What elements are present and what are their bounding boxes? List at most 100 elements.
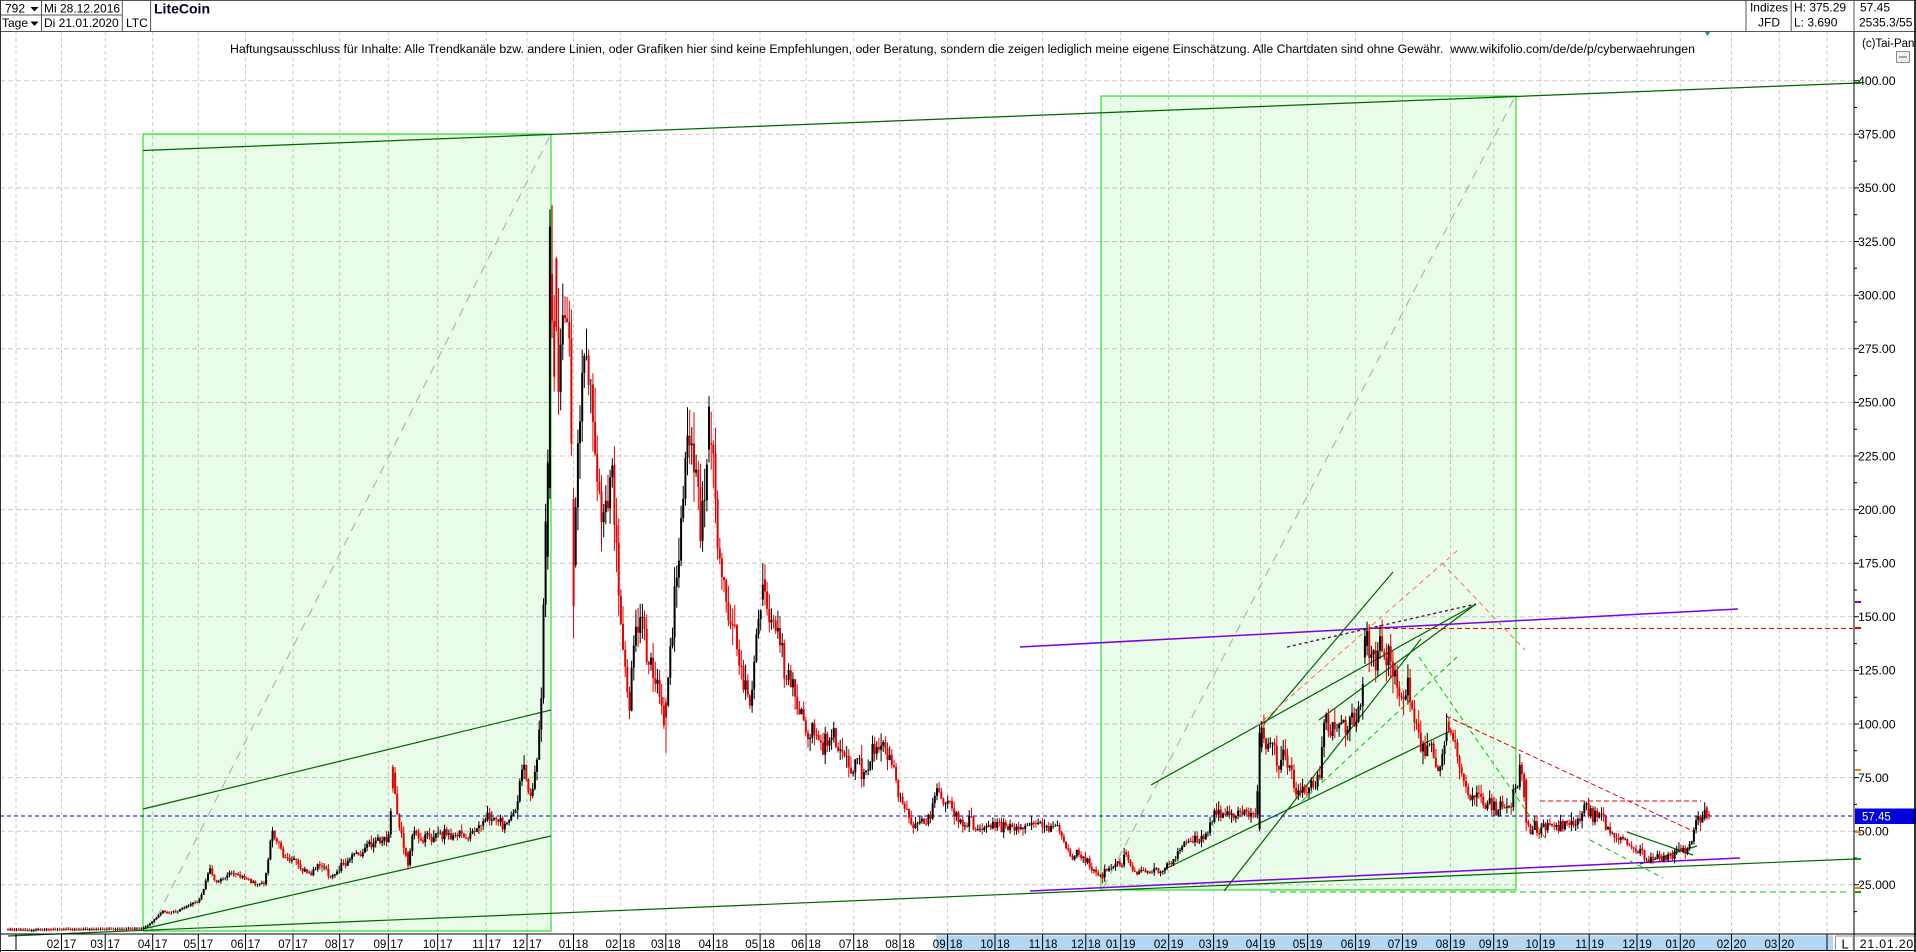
svg-text:12: 12 <box>512 939 525 951</box>
svg-text:03: 03 <box>1199 939 1212 951</box>
svg-text:02: 02 <box>47 939 60 951</box>
svg-text:19: 19 <box>1216 939 1229 951</box>
svg-text:50.00: 50.00 <box>1858 825 1889 839</box>
svg-text:JFD: JFD <box>1758 16 1780 30</box>
svg-text:2535.3/55: 2535.3/55 <box>1859 16 1913 30</box>
svg-text:11: 11 <box>1029 939 1041 951</box>
svg-text:06: 06 <box>791 939 804 951</box>
svg-text:350.00: 350.00 <box>1858 181 1896 195</box>
svg-text:LTC: LTC <box>126 16 148 30</box>
svg-text:18: 18 <box>856 939 869 951</box>
svg-text:06: 06 <box>231 939 244 951</box>
svg-text:Di 21.01.2020: Di 21.01.2020 <box>44 16 119 30</box>
svg-text:08: 08 <box>885 939 898 951</box>
svg-text:Haftungsausschluss für Inhalte: Haftungsausschluss für Inhalte: Alle Tre… <box>230 42 1695 56</box>
svg-text:225.00: 225.00 <box>1858 449 1896 463</box>
svg-text:17: 17 <box>342 939 355 951</box>
svg-text:18: 18 <box>668 939 681 951</box>
svg-text:10: 10 <box>980 939 993 951</box>
svg-text:02: 02 <box>606 939 619 951</box>
svg-text:19: 19 <box>1310 939 1323 951</box>
svg-text:19: 19 <box>1171 939 1184 951</box>
svg-text:03: 03 <box>651 939 664 951</box>
svg-text:L: L <box>1842 937 1849 952</box>
svg-text:07: 07 <box>1388 939 1401 951</box>
svg-text:L: 3.690: L: 3.690 <box>1794 16 1838 30</box>
svg-text:07: 07 <box>839 939 852 951</box>
svg-text:20: 20 <box>1682 939 1695 951</box>
svg-text:18: 18 <box>762 939 775 951</box>
svg-text:150.00: 150.00 <box>1858 610 1896 624</box>
svg-text:01: 01 <box>1106 939 1119 951</box>
svg-text:18: 18 <box>576 939 589 951</box>
svg-text:57.45: 57.45 <box>1862 812 1891 824</box>
svg-text:325.00: 325.00 <box>1858 235 1896 249</box>
svg-text:375.00: 375.00 <box>1858 128 1896 142</box>
svg-text:125.00: 125.00 <box>1858 664 1896 678</box>
svg-text:25.000: 25.000 <box>1858 878 1896 892</box>
svg-text:12: 12 <box>1071 939 1084 951</box>
svg-text:04: 04 <box>1246 939 1259 951</box>
svg-text:07: 07 <box>278 939 291 951</box>
svg-text:05: 05 <box>1293 939 1306 951</box>
svg-text:17: 17 <box>248 939 261 951</box>
svg-text:17: 17 <box>390 939 403 951</box>
svg-text:11: 11 <box>1575 939 1587 951</box>
svg-text:19: 19 <box>1591 939 1604 951</box>
svg-text:08: 08 <box>325 939 338 951</box>
svg-text:19: 19 <box>1263 939 1276 951</box>
svg-text:17: 17 <box>295 939 308 951</box>
svg-text:18: 18 <box>997 939 1010 951</box>
svg-text:09: 09 <box>374 939 387 951</box>
svg-text:19: 19 <box>1405 939 1418 951</box>
svg-text:57.45: 57.45 <box>1860 1 1890 15</box>
svg-text:01: 01 <box>559 939 572 951</box>
svg-text:17: 17 <box>200 939 213 951</box>
svg-text:300.00: 300.00 <box>1858 289 1896 303</box>
svg-text:19: 19 <box>1496 939 1509 951</box>
svg-text:LiteCoin: LiteCoin <box>154 1 210 17</box>
svg-text:175.00: 175.00 <box>1858 557 1896 571</box>
svg-text:19: 19 <box>1453 939 1466 951</box>
svg-text:06: 06 <box>1341 939 1354 951</box>
svg-text:19: 19 <box>1358 939 1371 951</box>
svg-text:11: 11 <box>472 939 484 951</box>
svg-text:H: 375.29: H: 375.29 <box>1794 1 1846 15</box>
svg-text:04: 04 <box>699 939 712 951</box>
svg-text:Tage: Tage <box>2 16 28 30</box>
svg-text:03: 03 <box>90 939 103 951</box>
svg-text:21.01.20: 21.01.20 <box>1860 937 1914 951</box>
svg-text:(c)Tai-Pan: (c)Tai-Pan <box>1862 38 1914 50</box>
svg-text:Mi 28.12.2016: Mi 28.12.2016 <box>44 2 120 16</box>
svg-text:20: 20 <box>1781 939 1794 951</box>
svg-text:02: 02 <box>1717 939 1730 951</box>
svg-text:17: 17 <box>440 939 453 951</box>
svg-text:18: 18 <box>1045 939 1058 951</box>
svg-text:04: 04 <box>138 939 151 951</box>
svg-text:03: 03 <box>1765 939 1778 951</box>
svg-text:09: 09 <box>933 939 946 951</box>
svg-text:17: 17 <box>107 939 120 951</box>
svg-text:08: 08 <box>1436 939 1449 951</box>
svg-text:02: 02 <box>1154 939 1167 951</box>
svg-text:09: 09 <box>1479 939 1492 951</box>
svg-text:18: 18 <box>902 939 915 951</box>
svg-text:200.00: 200.00 <box>1858 503 1896 517</box>
svg-text:18: 18 <box>808 939 821 951</box>
svg-text:20: 20 <box>1734 939 1747 951</box>
svg-text:18: 18 <box>715 939 728 951</box>
svg-text:75.00: 75.00 <box>1858 771 1889 785</box>
svg-text:250.00: 250.00 <box>1858 396 1896 410</box>
svg-text:19: 19 <box>1542 939 1555 951</box>
svg-text:12: 12 <box>1622 939 1635 951</box>
svg-text:100.00: 100.00 <box>1858 717 1896 731</box>
svg-text:17: 17 <box>529 939 542 951</box>
svg-text:17: 17 <box>488 939 501 951</box>
svg-text:19: 19 <box>1123 939 1136 951</box>
svg-text:275.00: 275.00 <box>1858 342 1896 356</box>
svg-text:792: 792 <box>5 2 25 16</box>
svg-text:Indizes: Indizes <box>1750 1 1788 15</box>
svg-text:18: 18 <box>622 939 635 951</box>
svg-text:10: 10 <box>1526 939 1539 951</box>
svg-text:05: 05 <box>745 939 758 951</box>
